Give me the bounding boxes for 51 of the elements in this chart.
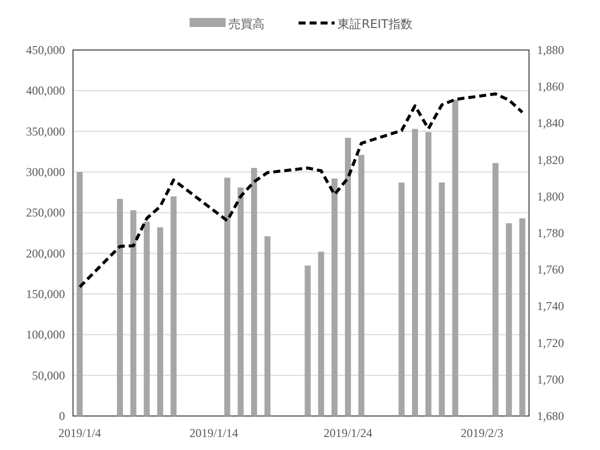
y2-tick-label: 1,680 [537, 409, 564, 423]
y2-tick-label: 1,740 [537, 299, 564, 314]
legend-label: 売買高 [228, 17, 265, 31]
bar [492, 163, 498, 416]
bar [264, 236, 270, 416]
bar [116, 198, 123, 416]
y2-tick-label: 1,760 [537, 262, 564, 277]
y2-tick-label: 1,780 [537, 226, 564, 240]
bar [358, 154, 364, 416]
y-tick-label: 350,000 [26, 124, 65, 138]
bar [438, 182, 445, 416]
legend-label: 東証REIT指数 [338, 17, 412, 31]
y2-tick-label: 1,860 [537, 80, 564, 94]
y-tick-label: 0 [59, 409, 65, 423]
y2-tick-label: 1,720 [537, 336, 564, 350]
y2-tick-label: 1,700 [537, 372, 564, 386]
bar [170, 196, 177, 416]
bar [398, 182, 405, 416]
y-tick-label: 450,000 [26, 43, 65, 57]
y-tick-label: 300,000 [26, 165, 65, 179]
bar [76, 172, 83, 416]
bar [144, 222, 150, 416]
x-tick-label: 2019/1/24 [324, 426, 372, 440]
y-tick-label: 200,000 [26, 246, 65, 260]
y2-tick-label: 1,800 [537, 189, 564, 204]
bar [452, 100, 458, 416]
y-tick-label: 400,000 [26, 84, 65, 98]
bar [412, 128, 418, 416]
bar [251, 168, 258, 416]
bar [238, 187, 244, 416]
y-tick-label: 250,000 [26, 206, 65, 220]
bar [425, 132, 432, 416]
y-tick-label: 50,000 [32, 368, 65, 382]
y2-tick-label: 1,820 [537, 152, 564, 167]
bar [519, 218, 526, 416]
y2-tick-label: 1,880 [537, 43, 564, 57]
bar [506, 223, 512, 416]
line-series [78, 92, 524, 288]
bar [130, 210, 136, 416]
y2-tick-label: 1,840 [537, 116, 564, 130]
bar [318, 252, 324, 416]
bar [332, 178, 338, 416]
bar [304, 266, 311, 416]
bar [157, 227, 164, 416]
y-tick-label: 100,000 [26, 328, 65, 342]
bar [224, 178, 230, 416]
bar [344, 138, 351, 416]
x-tick-label: 2019/1/14 [189, 426, 238, 440]
y-tick-label: 150,000 [26, 287, 65, 301]
x-tick-label: 2019/2/3 [460, 426, 504, 440]
x-tick-label: 2019/1/4 [58, 426, 102, 440]
